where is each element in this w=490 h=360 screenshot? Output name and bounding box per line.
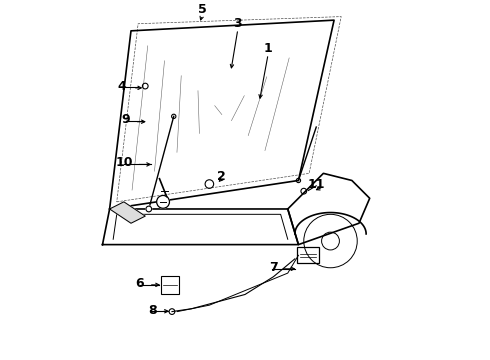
Text: 2: 2 [218, 170, 226, 183]
Text: 3: 3 [234, 17, 242, 30]
Text: 10: 10 [115, 156, 133, 169]
Text: 9: 9 [122, 113, 130, 126]
Text: 5: 5 [198, 3, 207, 16]
Circle shape [157, 195, 170, 208]
Polygon shape [102, 209, 298, 244]
Text: 7: 7 [269, 261, 278, 274]
Text: 1: 1 [264, 42, 272, 55]
Text: 6: 6 [136, 277, 144, 290]
Polygon shape [110, 202, 145, 223]
Polygon shape [110, 20, 334, 209]
Polygon shape [288, 174, 369, 244]
Circle shape [146, 206, 152, 212]
Text: 8: 8 [148, 304, 157, 317]
Text: 4: 4 [118, 80, 126, 93]
Text: 11: 11 [308, 177, 325, 190]
